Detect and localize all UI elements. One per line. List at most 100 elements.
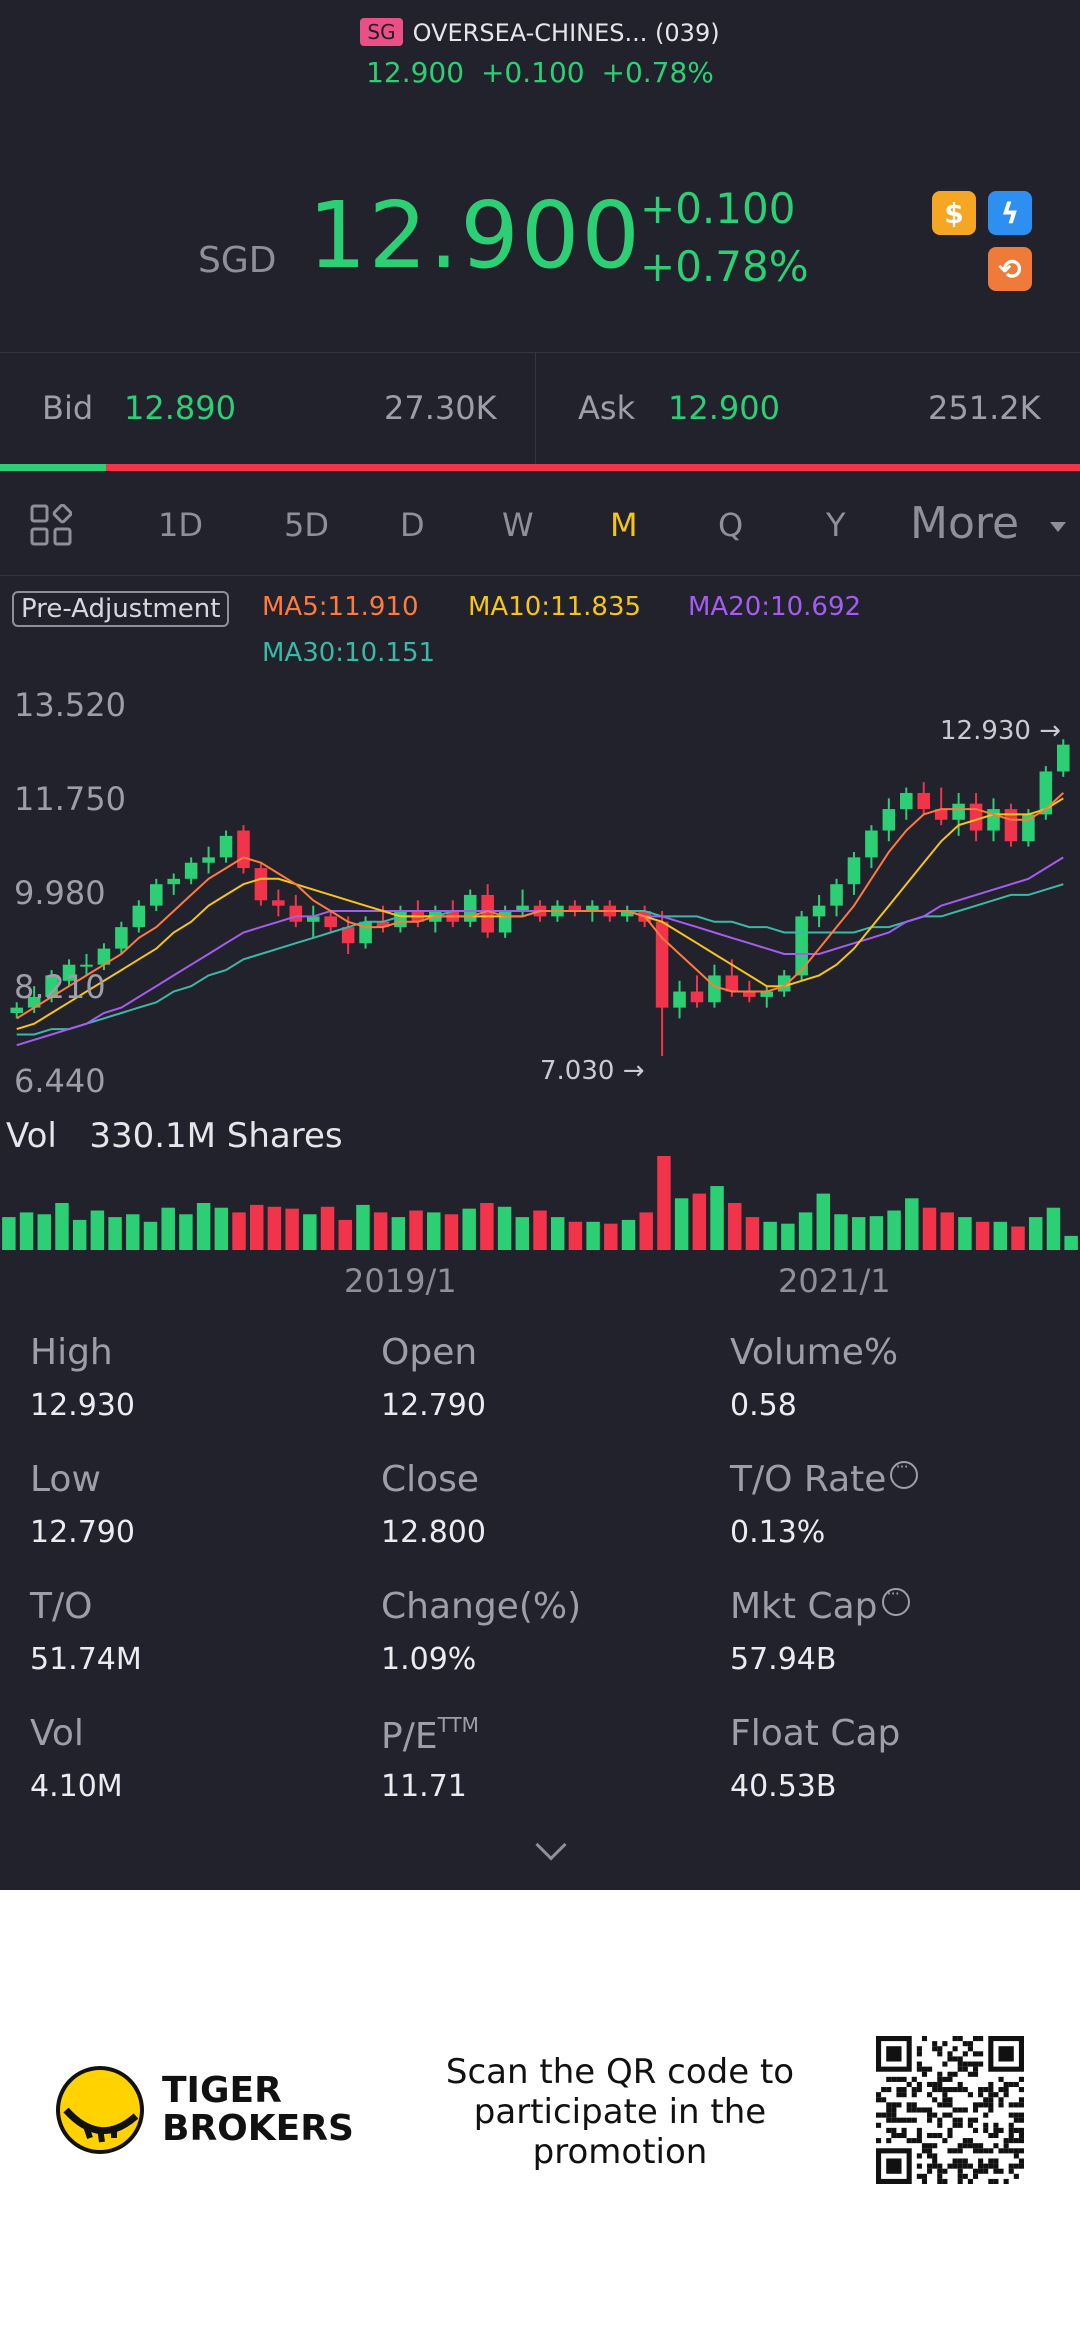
qr-module: [937, 2076, 943, 2082]
qr-module: [1003, 2087, 1009, 2093]
qr-module: [901, 2117, 907, 2123]
qr-module: [942, 2076, 948, 2082]
qr-module: [957, 2143, 963, 2149]
qr-module: [983, 2127, 989, 2133]
qr-module: [952, 2158, 958, 2164]
pre-adjustment-toggle[interactable]: Pre-Adjustment: [12, 591, 230, 627]
tab-w[interactable]: W: [502, 506, 534, 544]
dollar-icon[interactable]: $: [932, 191, 976, 235]
qr-module: [972, 2173, 979, 2179]
tab-more[interactable]: More: [910, 498, 1020, 549]
qr-module: [942, 2102, 948, 2108]
volume-legend: Vol 330.1M Shares: [6, 1116, 343, 1156]
tab-m[interactable]: M: [610, 506, 638, 544]
qr-module: [942, 2061, 948, 2067]
qr-module: [921, 2071, 928, 2077]
qr-module: [967, 2143, 973, 2149]
candle-body: [673, 991, 686, 1008]
qr-module: [978, 2148, 984, 2154]
qr-module: [1013, 2081, 1019, 2088]
qr-module: [998, 2076, 1004, 2082]
qr-code[interactable]: [876, 2036, 1024, 2184]
qr-module: [876, 2112, 882, 2118]
qr-module: [993, 2178, 999, 2184]
qr-module: [972, 2168, 979, 2174]
qr-module: [906, 2107, 912, 2113]
exchange-icon[interactable]: ⟲: [988, 247, 1032, 291]
info-icon[interactable]: [890, 1457, 919, 1489]
candle-body: [882, 809, 896, 831]
qr-module: [962, 2087, 968, 2093]
qr-module: [952, 2148, 958, 2154]
qr-module: [886, 2127, 892, 2133]
lightning-icon[interactable]: ϟ: [988, 191, 1032, 235]
info-icon[interactable]: [881, 1584, 910, 1616]
bid-label: Bid: [42, 389, 94, 427]
qr-module: [1013, 2153, 1019, 2159]
qr-module: [1013, 2112, 1019, 2118]
bid-size: 27.30K: [384, 389, 497, 427]
qr-module: [983, 2163, 989, 2169]
qr-module: [896, 2117, 902, 2123]
stat-mkt-cap: Mkt Cap: [730, 1584, 910, 1627]
qr-module: [886, 2112, 892, 2118]
qr-module: [1018, 2127, 1024, 2133]
qr-module: [1018, 2148, 1024, 2154]
qr-module: [876, 2097, 882, 2103]
header-quote: 12.900 +0.100 +0.78%: [0, 56, 1080, 89]
qr-module: [988, 2158, 994, 2164]
tab-1d[interactable]: 1D: [158, 506, 203, 544]
candle-body: [167, 878, 180, 885]
qr-module: [1018, 2138, 1024, 2144]
qr-module: [967, 2071, 973, 2077]
qr-module: [988, 2178, 994, 2184]
qr-module: [886, 2087, 892, 2093]
qr-module: [962, 2163, 968, 2169]
stat-value: 1.09%: [381, 1642, 477, 1677]
ask-label: Ask: [578, 389, 636, 427]
tab-5d[interactable]: 5D: [284, 506, 329, 544]
volume-bar: [851, 1217, 866, 1250]
stat-label: Mkt Cap: [730, 1586, 878, 1627]
tab-y[interactable]: Y: [826, 506, 846, 544]
qr-module: [886, 2102, 892, 2108]
high-marker: 12.930 →: [940, 716, 1062, 746]
qr-module: [947, 2148, 953, 2154]
volume-chart[interactable]: [0, 1150, 1080, 1250]
qr-module: [993, 2127, 999, 2133]
qr-module: [1013, 2138, 1019, 2144]
qr-module: [988, 2148, 994, 2154]
qr-module: [998, 2046, 1014, 2062]
currency-label: SGD: [198, 240, 277, 281]
qr-module: [927, 2112, 933, 2118]
qr-module: [921, 2107, 928, 2113]
qr-module: [988, 2102, 994, 2108]
candle-body: [725, 975, 739, 992]
qr-module: [942, 2168, 948, 2174]
tab-d[interactable]: D: [400, 506, 425, 544]
grid-layout-icon[interactable]: [30, 504, 72, 546]
qr-module: [937, 2132, 943, 2139]
chevron-down-icon[interactable]: [1050, 522, 1066, 532]
volume-bar: [710, 1186, 724, 1250]
price-change-block: +0.100 +0.78%: [640, 180, 809, 296]
tab-q[interactable]: Q: [718, 506, 744, 544]
candle-body: [115, 927, 128, 949]
volume-bar: [480, 1203, 494, 1250]
qr-module: [978, 2092, 984, 2098]
qr-module: [988, 2087, 994, 2093]
stock-title[interactable]: SG OVERSEA-CHINES... (039): [0, 18, 1080, 47]
candle-body: [568, 905, 582, 912]
qr-module: [916, 2163, 922, 2169]
candle-body: [272, 900, 285, 906]
qr-module: [1013, 2127, 1019, 2133]
candle-body: [237, 830, 250, 869]
qr-module: [932, 2112, 938, 2118]
y-tick-label: 11.750: [14, 780, 126, 818]
stat-label: P/E: [381, 1716, 438, 1757]
volume-bar: [834, 1214, 848, 1250]
qr-module: [1018, 2097, 1024, 2103]
candle-body: [830, 884, 843, 906]
ma10-label: MA10:11.835: [468, 592, 642, 622]
candlestick-chart[interactable]: [0, 680, 1080, 1100]
